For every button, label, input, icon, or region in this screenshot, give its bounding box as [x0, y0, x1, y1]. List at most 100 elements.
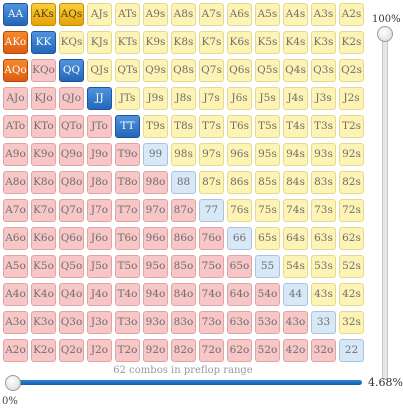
- hand-cell-J6s[interactable]: J6s: [227, 87, 252, 110]
- hand-cell-83s[interactable]: 83s: [311, 171, 336, 194]
- hand-cell-AKo[interactable]: AKo: [3, 31, 28, 54]
- hand-cell-76s[interactable]: 76s: [227, 199, 252, 222]
- hand-cell-82s[interactable]: 82s: [339, 171, 364, 194]
- hand-cell-87o[interactable]: 87o: [171, 199, 196, 222]
- hand-cell-J5o[interactable]: J5o: [87, 255, 112, 278]
- hand-cell-95s[interactable]: 95s: [255, 143, 280, 166]
- hand-cell-T3o[interactable]: T3o: [115, 311, 140, 334]
- hand-cell-Q6o[interactable]: Q6o: [59, 227, 84, 250]
- hand-cell-ATo[interactable]: ATo: [3, 115, 28, 138]
- hand-cell-74o[interactable]: 74o: [199, 283, 224, 306]
- hand-cell-K7s[interactable]: K7s: [199, 31, 224, 54]
- hand-cell-85o[interactable]: 85o: [171, 255, 196, 278]
- hand-cell-76o[interactable]: 76o: [199, 227, 224, 250]
- hand-cell-J6o[interactable]: J6o: [87, 227, 112, 250]
- hand-cell-52o[interactable]: 52o: [255, 339, 280, 362]
- hand-cell-A6s[interactable]: A6s: [227, 3, 252, 26]
- hand-cell-92s[interactable]: 92s: [339, 143, 364, 166]
- hand-cell-65o[interactable]: 65o: [227, 255, 252, 278]
- hand-cell-97o[interactable]: 97o: [143, 199, 168, 222]
- hand-cell-AA[interactable]: AA: [3, 3, 28, 26]
- hand-cell-K7o[interactable]: K7o: [31, 199, 56, 222]
- hand-cell-K6o[interactable]: K6o: [31, 227, 56, 250]
- hand-cell-92o[interactable]: 92o: [143, 339, 168, 362]
- hand-cell-64o[interactable]: 64o: [227, 283, 252, 306]
- hand-cell-86s[interactable]: 86s: [227, 171, 252, 194]
- hand-cell-J8o[interactable]: J8o: [87, 171, 112, 194]
- hand-cell-63s[interactable]: 63s: [311, 227, 336, 250]
- hand-cell-Q2o[interactable]: Q2o: [59, 339, 84, 362]
- hand-cell-A4o[interactable]: A4o: [3, 283, 28, 306]
- hand-cell-QQ[interactable]: QQ: [59, 59, 84, 82]
- hand-cell-T7s[interactable]: T7s: [199, 115, 224, 138]
- hand-cell-J9s[interactable]: J9s: [143, 87, 168, 110]
- hand-cell-55[interactable]: 55: [255, 255, 280, 278]
- range-slider-handle[interactable]: [5, 375, 21, 391]
- hand-cell-A5s[interactable]: A5s: [255, 3, 280, 26]
- hand-cell-QTs[interactable]: QTs: [115, 59, 140, 82]
- hand-cell-Q2s[interactable]: Q2s: [339, 59, 364, 82]
- hand-cell-72o[interactable]: 72o: [199, 339, 224, 362]
- hand-cell-T9s[interactable]: T9s: [143, 115, 168, 138]
- hand-cell-54s[interactable]: 54s: [283, 255, 308, 278]
- hand-cell-A2o[interactable]: A2o: [3, 339, 28, 362]
- hand-cell-84s[interactable]: 84s: [283, 171, 308, 194]
- hand-cell-J2o[interactable]: J2o: [87, 339, 112, 362]
- hand-cell-K5o[interactable]: K5o: [31, 255, 56, 278]
- hand-cell-Q5s[interactable]: Q5s: [255, 59, 280, 82]
- hand-cell-J7o[interactable]: J7o: [87, 199, 112, 222]
- hand-cell-32s[interactable]: 32s: [339, 311, 364, 334]
- hand-cell-K4s[interactable]: K4s: [283, 31, 308, 54]
- hand-cell-T5o[interactable]: T5o: [115, 255, 140, 278]
- hand-cell-Q9s[interactable]: Q9s: [143, 59, 168, 82]
- hand-cell-32o[interactable]: 32o: [311, 339, 336, 362]
- hand-cell-AKs[interactable]: AKs: [31, 3, 56, 26]
- hand-cell-Q4s[interactable]: Q4s: [283, 59, 308, 82]
- hand-cell-K2o[interactable]: K2o: [31, 339, 56, 362]
- hand-cell-KTo[interactable]: KTo: [31, 115, 56, 138]
- hand-cell-Q8s[interactable]: Q8s: [171, 59, 196, 82]
- hand-cell-AQs[interactable]: AQs: [59, 3, 84, 26]
- hand-cell-KQs[interactable]: KQs: [59, 31, 84, 54]
- hand-cell-22[interactable]: 22: [339, 339, 364, 362]
- hand-cell-A3o[interactable]: A3o: [3, 311, 28, 334]
- hand-cell-72s[interactable]: 72s: [339, 199, 364, 222]
- hand-cell-A7o[interactable]: A7o: [3, 199, 28, 222]
- hand-cell-43s[interactable]: 43s: [311, 283, 336, 306]
- hand-cell-84o[interactable]: 84o: [171, 283, 196, 306]
- hand-cell-J3o[interactable]: J3o: [87, 311, 112, 334]
- hand-cell-Q7s[interactable]: Q7s: [199, 59, 224, 82]
- hand-cell-87s[interactable]: 87s: [199, 171, 224, 194]
- hand-cell-ATs[interactable]: ATs: [115, 3, 140, 26]
- hand-cell-K8o[interactable]: K8o: [31, 171, 56, 194]
- range-slider-track[interactable]: [8, 380, 362, 385]
- hand-cell-T8s[interactable]: T8s: [171, 115, 196, 138]
- hand-cell-T5s[interactable]: T5s: [255, 115, 280, 138]
- hand-cell-T6o[interactable]: T6o: [115, 227, 140, 250]
- hand-cell-T4o[interactable]: T4o: [115, 283, 140, 306]
- hand-cell-T9o[interactable]: T9o: [115, 143, 140, 166]
- hand-cell-T6s[interactable]: T6s: [227, 115, 252, 138]
- hand-cell-66[interactable]: 66: [227, 227, 252, 250]
- hand-cell-Q5o[interactable]: Q5o: [59, 255, 84, 278]
- hand-cell-98o[interactable]: 98o: [143, 171, 168, 194]
- hand-cell-A6o[interactable]: A6o: [3, 227, 28, 250]
- hand-cell-Q6s[interactable]: Q6s: [227, 59, 252, 82]
- hand-cell-96o[interactable]: 96o: [143, 227, 168, 250]
- hand-cell-88[interactable]: 88: [171, 171, 196, 194]
- hand-cell-99[interactable]: 99: [143, 143, 168, 166]
- hand-cell-97s[interactable]: 97s: [199, 143, 224, 166]
- hand-cell-Q7o[interactable]: Q7o: [59, 199, 84, 222]
- hand-cell-52s[interactable]: 52s: [339, 255, 364, 278]
- hand-cell-AQo[interactable]: AQo: [3, 59, 28, 82]
- hand-cell-96s[interactable]: 96s: [227, 143, 252, 166]
- hand-cell-93o[interactable]: 93o: [143, 311, 168, 334]
- hand-cell-62s[interactable]: 62s: [339, 227, 364, 250]
- hand-cell-K5s[interactable]: K5s: [255, 31, 280, 54]
- hand-cell-85s[interactable]: 85s: [255, 171, 280, 194]
- hand-cell-T2o[interactable]: T2o: [115, 339, 140, 362]
- hand-cell-KK[interactable]: KK: [31, 31, 56, 54]
- hand-cell-75o[interactable]: 75o: [199, 255, 224, 278]
- hand-cell-77[interactable]: 77: [199, 199, 224, 222]
- hand-cell-53s[interactable]: 53s: [311, 255, 336, 278]
